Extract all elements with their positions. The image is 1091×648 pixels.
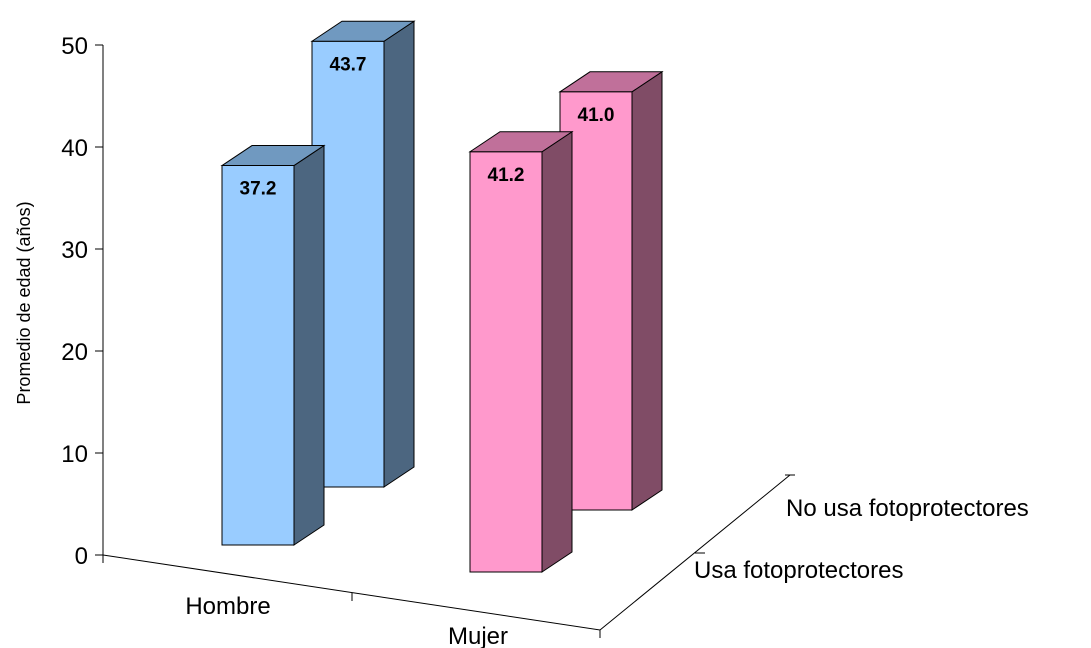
y-tick-label: 0 <box>75 543 88 570</box>
bars: 43.7 41.0 37.2 41.2 <box>220 20 664 573</box>
y-tick-label: 30 <box>61 237 88 264</box>
bar-hombre-series-1-side <box>383 20 415 488</box>
series-label-no-usa: No usa fotoprotectores <box>786 495 1029 522</box>
bar-hombre-series-0: 37.2 <box>220 144 326 546</box>
bar-mujer-series-0: 41.2 <box>468 130 574 573</box>
category-label-hombre: Hombre <box>185 593 270 620</box>
y-axis-label: Promedio de edad (años) <box>14 201 34 404</box>
bar-mujer-series-0-front <box>469 151 543 573</box>
bar-hombre-series-0-top <box>220 145 326 167</box>
bar-mujer-series-1-value-label: 41.0 <box>578 105 615 126</box>
y-tick-label: 20 <box>61 339 88 366</box>
y-tick-labels: 0 10 20 30 40 50 <box>61 33 88 570</box>
bar-hombre-series-1: 43.7 <box>310 20 416 488</box>
y-tick-label: 50 <box>61 33 88 60</box>
bar-hombre-series-1-top <box>310 20 416 42</box>
series-label-usa: Usa fotoprotectores <box>694 557 903 584</box>
bar-hombre-series-1-value-label: 43.7 <box>330 54 367 75</box>
bar-hombre-series-0-value-label: 37.2 <box>240 179 277 200</box>
y-ticks <box>95 44 103 556</box>
y-tick-label: 10 <box>61 441 88 468</box>
bar-mujer-series-1-side <box>631 70 663 511</box>
bar-hombre-series-0-side <box>293 144 325 546</box>
bar-mujer-series-0-top <box>468 131 574 153</box>
category-label-mujer: Mujer <box>448 623 508 648</box>
bar-mujer-series-1: 41.0 <box>558 70 664 511</box>
y-tick-label: 40 <box>61 135 88 162</box>
bar-mujer-series-1-top <box>558 71 664 93</box>
bar-mujer-series-0-side <box>541 130 573 573</box>
bar-mujer-series-0-value-label: 41.2 <box>488 165 525 186</box>
bar-hombre-series-0-front <box>221 165 295 546</box>
